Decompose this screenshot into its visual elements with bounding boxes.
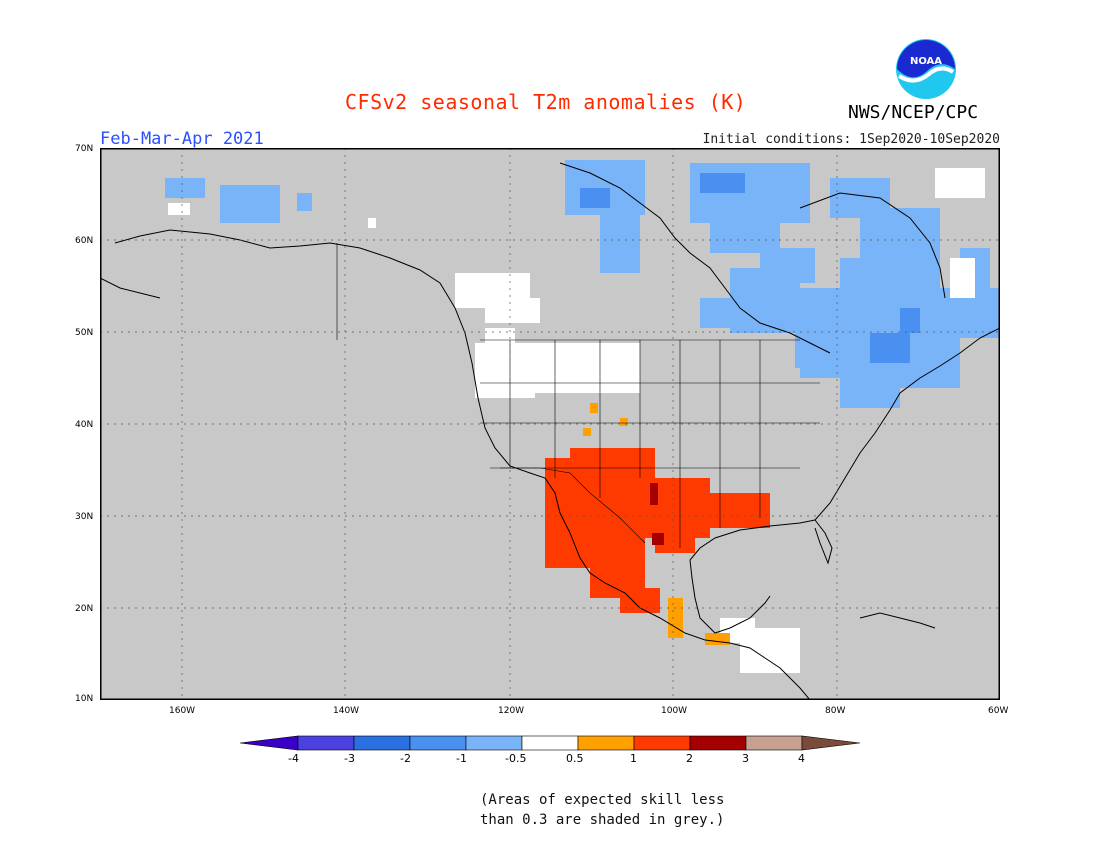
legend-tick: 1 [630,752,637,765]
legend-tick: -4 [288,752,299,765]
lat-label: 10N [75,694,94,704]
logo-text: NOAA [910,56,942,67]
legend-swatch [689,735,747,751]
legend-tick: 4 [798,752,805,765]
warm-anomaly-regions [545,448,770,613]
legend-swatch [240,735,299,751]
forecast-period: Feb-Mar-Apr 2021 [100,129,264,149]
lat-label: 30N [75,512,94,522]
lat-label: 60N [75,236,94,246]
lon-label: 80W [825,706,846,716]
lat-label: 20N [75,604,94,614]
legend-tick: -1 [456,752,467,765]
legend-swatch [465,735,523,751]
strong-warm-anomaly [650,483,664,545]
moderate-warm-anomaly [583,403,730,645]
coastlines [100,162,1000,700]
lat-label: 40N [75,420,94,430]
initial-conditions: Initial conditions: 1Sep2020-10Sep2020 [702,132,1000,147]
political-borders [336,243,820,548]
legend-tick: 0.5 [566,752,584,765]
legend-tick: 3 [742,752,749,765]
legend-swatch [745,735,803,751]
lon-label: 140W [333,706,360,716]
cold-anomaly-core [580,173,920,363]
legend-swatch [521,735,579,751]
legend-swatch [353,735,411,751]
anomaly-map [100,148,1000,700]
lon-label: 160W [169,706,196,716]
lat-label: 70N [75,144,94,154]
agency-name: NWS/NCEP/CPC [848,102,979,123]
lon-label: 120W [498,706,525,716]
legend-swatch [801,735,861,751]
legend-tick: -3 [344,752,355,765]
lon-label: 60W [988,706,1009,716]
skill-note-line2: than 0.3 are shaded in grey.) [480,812,725,828]
legend-swatch [409,735,467,751]
color-legend [240,735,861,751]
legend-swatch [297,735,355,751]
legend-tick: -0.5 [505,752,527,765]
map-frame [100,148,1000,700]
lon-label: 100W [661,706,688,716]
noaa-logo-icon: NOAA [896,39,956,99]
legend-swatch [577,735,635,751]
legend-swatch [633,735,691,751]
legend-tick: -2 [400,752,411,765]
skill-note-line1: (Areas of expected skill less [480,792,725,808]
legend-tick: 2 [686,752,693,765]
map-title: CFSv2 seasonal T2m anomalies (K) [345,90,747,114]
neutral-regions [168,168,985,673]
lat-label: 50N [75,328,94,338]
gridlines [100,148,1000,700]
